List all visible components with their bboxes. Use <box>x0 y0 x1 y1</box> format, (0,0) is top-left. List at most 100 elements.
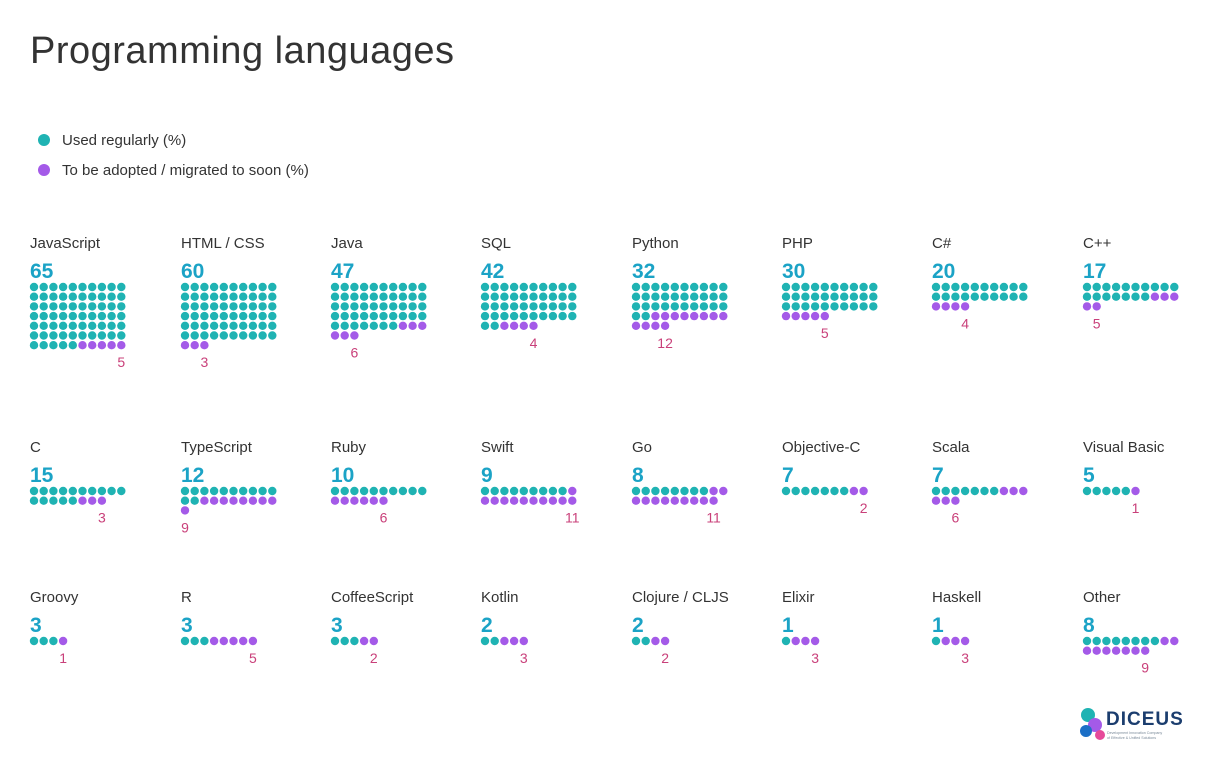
dot-regular <box>330 302 340 311</box>
dot-regular <box>690 292 699 301</box>
dot-regular <box>960 282 970 292</box>
dot-regular <box>29 282 39 292</box>
lang-label-groovy: Groovy <box>30 589 79 606</box>
dot-regular <box>651 486 660 496</box>
dot-adopt <box>558 496 567 505</box>
dot-regular <box>268 302 277 311</box>
dot-adopt <box>418 321 427 330</box>
dot-regular <box>39 331 48 340</box>
dot-adopt <box>810 311 820 321</box>
dot-regular <box>951 486 960 496</box>
dot-regular <box>480 302 490 311</box>
dot-regular <box>509 486 519 496</box>
dot-regular <box>29 636 39 646</box>
dot-regular <box>641 302 650 311</box>
dot-regular <box>107 321 116 330</box>
dot-regular <box>29 496 39 505</box>
dot-regular <box>88 302 97 311</box>
dot-regular <box>258 321 267 330</box>
adopt-value-groovy: 1 <box>59 650 67 666</box>
dot-adopt <box>791 636 800 646</box>
dot-regular <box>781 302 791 311</box>
dot-adopt <box>781 311 791 321</box>
dot-adopt <box>941 636 950 646</box>
dot-regular <box>529 302 538 311</box>
lang-group-typescript: TypeScript 12 9 <box>180 439 277 535</box>
dot-regular <box>931 636 941 646</box>
dot-regular <box>78 486 87 496</box>
dot-regular <box>651 292 660 301</box>
dot-regular <box>39 341 48 350</box>
dot-adopt <box>219 496 228 505</box>
dot-adopt <box>350 331 359 340</box>
dot-regular <box>480 486 490 496</box>
dot-regular <box>1111 636 1121 646</box>
dot-regular <box>369 321 378 330</box>
dot-regular <box>248 486 258 496</box>
dot-adopt <box>529 496 538 505</box>
dot-regular <box>258 486 267 496</box>
adopt-value-php: 5 <box>821 325 829 341</box>
regular-value-c: 17 <box>1083 260 1106 283</box>
dot-regular <box>951 282 960 292</box>
dot-regular <box>359 302 369 311</box>
dot-adopt <box>651 311 660 321</box>
adopt-value-python: 12 <box>657 335 673 351</box>
adopt-value-clojure-cljs: 2 <box>661 650 669 666</box>
dot-adopt <box>398 321 408 330</box>
dot-regular <box>840 282 849 292</box>
dot-adopt <box>78 496 87 505</box>
dot-regular <box>1141 282 1150 292</box>
dot-regular <box>699 486 709 496</box>
dot-regular <box>330 321 340 330</box>
dot-regular <box>980 486 989 496</box>
lang-label-other: Other <box>1083 589 1121 606</box>
dot-regular <box>539 486 548 496</box>
dot-regular <box>931 486 941 496</box>
dot-regular <box>830 302 839 311</box>
dot-regular <box>970 292 979 301</box>
dot-regular <box>39 311 48 321</box>
lang-label-r: R <box>181 589 192 606</box>
dot-regular <box>58 282 68 292</box>
adopt-value-sql: 4 <box>530 335 538 351</box>
dot-regular <box>180 282 190 292</box>
dot-regular <box>980 282 989 292</box>
dot-regular <box>68 282 78 292</box>
dot-adopt <box>719 486 728 496</box>
dot-regular <box>78 331 87 340</box>
dot-regular <box>258 331 267 340</box>
lang-group-c: C# 20 4 <box>931 235 1028 331</box>
dot-regular <box>190 636 199 646</box>
dot-regular <box>29 302 39 311</box>
dot-regular <box>1092 486 1101 496</box>
dot-regular <box>558 292 567 301</box>
lang-label-coffeescript: CoffeeScript <box>331 589 414 606</box>
lang-group-javascript: JavaScript 65 5 <box>29 235 126 370</box>
dot-regular <box>379 282 388 292</box>
dot-adopt <box>229 496 238 505</box>
adopt-value-go: 11 <box>706 510 721 526</box>
dot-adopt <box>239 636 248 646</box>
adopt-value-kotlin: 3 <box>520 650 528 666</box>
lang-label-go: Go <box>632 439 652 456</box>
adopt-value-coffeescript: 2 <box>370 650 378 666</box>
regular-value-ruby: 10 <box>331 464 354 487</box>
dot-regular <box>180 302 190 311</box>
dot-regular <box>229 331 238 340</box>
dot-regular <box>268 331 277 340</box>
diceus-logo: DICEUS Development Innovation Company of… <box>1080 708 1183 740</box>
dot-regular <box>389 282 398 292</box>
dot-regular <box>660 486 670 496</box>
dot-regular <box>840 302 849 311</box>
dot-regular <box>78 302 87 311</box>
dot-regular <box>480 311 490 321</box>
dot-adopt <box>107 341 116 350</box>
dot-adopt <box>1131 646 1140 655</box>
regular-value-c: 15 <box>30 464 54 487</box>
dot-regular <box>369 292 378 301</box>
dot-adopt <box>229 636 238 646</box>
dot-regular <box>558 486 567 496</box>
dot-regular <box>641 486 650 496</box>
dot-regular <box>209 321 219 330</box>
